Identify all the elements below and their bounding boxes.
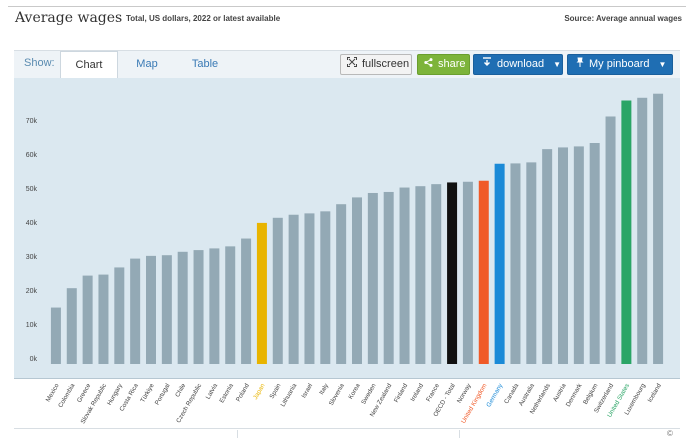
bar-austria[interactable] [558, 147, 568, 364]
fullscreen-button[interactable]: fullscreen [340, 54, 412, 75]
y-tick-label: 10k [26, 322, 38, 329]
x-tick-label: Ireland [409, 382, 425, 403]
bar-poland[interactable] [241, 238, 252, 364]
chevron-down-icon: ▼ [658, 60, 667, 69]
bar-finland[interactable] [399, 187, 410, 364]
bar-canada[interactable] [510, 163, 521, 364]
bar-costa-rica[interactable] [130, 258, 141, 364]
bar-lithuania[interactable] [288, 214, 299, 364]
x-tick-label: Portugal [154, 383, 172, 407]
x-tick-label: Israel [300, 383, 314, 400]
toolbar: Show: Chart Map Table fullscreen share d… [14, 50, 680, 79]
bar-portugal[interactable] [161, 255, 172, 364]
bar-denmark[interactable] [573, 146, 584, 364]
bar-united-kingdom[interactable] [478, 180, 489, 364]
x-tick-label: Estonia [218, 382, 235, 404]
tab-map[interactable]: Map [136, 58, 158, 70]
y-tick-label: 0k [30, 356, 38, 363]
bar-united-states[interactable] [621, 100, 632, 365]
x-tick-label: France [425, 382, 441, 403]
x-tick-label: Poland [235, 382, 251, 403]
bar-czech-republic[interactable] [193, 250, 204, 364]
x-tick-label: Japan [252, 382, 267, 401]
x-tick-label: Latvia [205, 382, 220, 400]
bar-japan[interactable] [256, 222, 267, 364]
x-tick-label: Korea [347, 382, 362, 400]
x-tick-label: Mexico [45, 382, 61, 403]
bar-australia[interactable] [526, 162, 537, 364]
tab-chart[interactable]: Chart [60, 51, 118, 79]
bar-france[interactable] [431, 184, 442, 364]
y-tick-label: 60k [26, 152, 38, 159]
download-icon [482, 55, 492, 74]
fullscreen-label: fullscreen [362, 58, 410, 70]
expand-icon [347, 55, 357, 74]
y-tick-label: 40k [26, 220, 38, 227]
x-tick-label: Slovenia [328, 382, 346, 407]
bar-italy[interactable] [320, 211, 331, 364]
bar-israel[interactable] [304, 213, 315, 364]
y-tick-label: 70k [26, 118, 38, 125]
bar-colombia[interactable] [66, 288, 77, 364]
bar-iceland[interactable] [653, 93, 664, 364]
bar-hungary[interactable] [114, 267, 125, 364]
divider [459, 430, 460, 438]
header-rule [8, 6, 686, 7]
copyright-icon: © [667, 429, 673, 438]
chevron-down-icon: ▼ [553, 60, 562, 69]
bar-greece[interactable] [82, 275, 93, 364]
x-tick-label: Austria [552, 382, 568, 403]
bar-luxembourg[interactable] [637, 97, 648, 364]
x-tick-label: Denmark [565, 382, 584, 408]
x-axis-line [14, 378, 680, 379]
source-note: Source: Average annual wages [564, 14, 682, 23]
divider [237, 430, 238, 438]
page-title: Average wages [15, 10, 123, 26]
bar-ireland[interactable] [415, 186, 426, 364]
bar-slovenia[interactable] [336, 204, 347, 364]
download-button[interactable]: download ▼ [473, 54, 563, 75]
bar-germany[interactable] [494, 163, 505, 364]
bar-norway[interactable] [462, 181, 473, 364]
y-tick-label: 50k [26, 186, 38, 193]
x-tick-label: Germany [485, 382, 504, 409]
page-subtitle: Total, US dollars, 2022 or latest availa… [126, 14, 281, 23]
bar-estonia[interactable] [225, 246, 236, 364]
x-tick-label: Italy [318, 382, 330, 396]
bar-t-rkiye[interactable] [146, 255, 156, 364]
tab-table[interactable]: Table [191, 58, 219, 70]
bar-oecd-total[interactable] [447, 182, 458, 364]
bar-switzerland[interactable] [605, 116, 616, 364]
bar-sweden[interactable] [367, 192, 378, 364]
bar-netherlands[interactable] [542, 149, 553, 364]
y-tick-label: 30k [26, 254, 38, 261]
share-icon [424, 55, 433, 74]
x-tick-label: Norway [456, 382, 473, 405]
x-tick-label: Spain [268, 382, 282, 400]
x-tick-label: Finland [393, 382, 410, 404]
bar-belgium[interactable] [589, 143, 600, 364]
chart-plot-area [14, 78, 680, 378]
bottom-strip [14, 428, 680, 438]
x-tick-label: Chile [174, 382, 187, 398]
bar-latvia[interactable] [209, 248, 220, 364]
bar-chile[interactable] [177, 251, 188, 364]
pin-icon [576, 55, 584, 74]
x-tick-label: Türkiye [139, 382, 156, 404]
bar-mexico[interactable] [50, 307, 61, 364]
pinboard-button[interactable]: My pinboard ▼ [567, 54, 673, 75]
x-tick-label: Iceland [647, 382, 663, 404]
bar-slovak-republic[interactable] [98, 274, 109, 364]
bar-spain[interactable] [272, 217, 283, 364]
bar-korea[interactable] [352, 197, 362, 364]
share-label: share [438, 58, 466, 70]
show-label: Show: [24, 57, 55, 69]
pinboard-label: My pinboard [589, 58, 650, 70]
y-tick-label: 20k [26, 288, 38, 295]
share-button[interactable]: share [417, 54, 470, 75]
bar-new-zealand[interactable] [383, 191, 394, 364]
x-tick-label: Greece [76, 382, 93, 404]
download-label: download [497, 58, 545, 70]
